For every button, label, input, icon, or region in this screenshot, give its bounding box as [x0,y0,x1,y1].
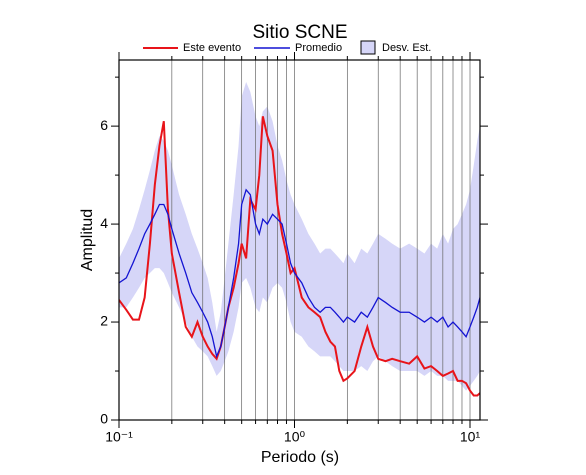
y-tick-label: 2 [100,313,108,329]
legend-label: Desv. Est. [382,42,431,54]
std-band [119,82,480,391]
y-tick-label: 0 [100,411,108,427]
plot-frame [118,59,481,421]
series-line [119,116,480,397]
legend-label: Este evento [183,42,241,54]
legend-swatch [360,40,376,55]
x-tick-label: 10¹ [460,429,481,445]
y-tick-label: 4 [100,215,108,231]
x-axis-label: Periodo (s) [261,449,339,466]
chart-title: Sitio SCNE [252,22,347,43]
y-tick-label: 6 [100,117,108,133]
x-tick-label: 10⁻¹ [105,429,133,445]
series-line [119,188,480,359]
legend-label: Promedio [295,42,342,54]
y-axis-label: Amplitud [79,209,96,271]
x-tick-label: 10⁰ [284,429,306,445]
